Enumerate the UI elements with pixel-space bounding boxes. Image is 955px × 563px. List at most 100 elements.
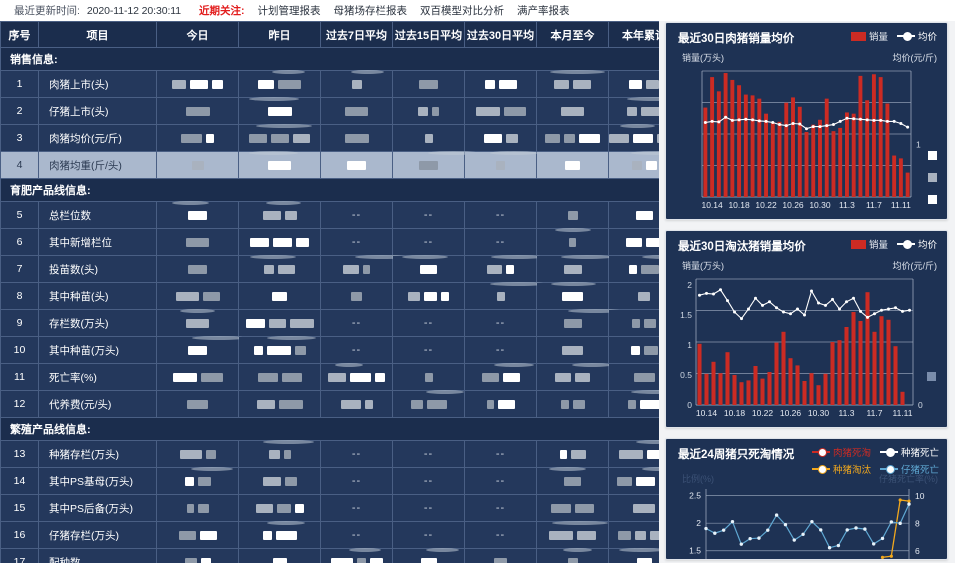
chart1-legend-item-avg-price[interactable]: 均价 — [896, 29, 937, 43]
table-cell[interactable] — [464, 97, 537, 125]
table-cell[interactable] — [156, 494, 239, 522]
table-row[interactable]: 16 仔猪存栏(万头) -- -- -- — [0, 521, 659, 549]
table-cell[interactable] — [238, 201, 321, 229]
table-cell[interactable] — [238, 124, 321, 152]
table-cell[interactable] — [464, 390, 537, 418]
table-cell[interactable] — [156, 336, 246, 364]
table-cell[interactable] — [238, 151, 321, 179]
table-cell[interactable] — [238, 336, 321, 364]
table-cell[interactable]: -- — [464, 336, 537, 364]
table-cell[interactable] — [608, 494, 659, 522]
table-cell[interactable] — [156, 255, 239, 283]
link-double-hundred-model-analysis[interactable]: 双百模型对比分析 — [419, 5, 504, 17]
table-row[interactable]: 5 总栏位数 -- -- -- — [0, 201, 659, 229]
table-cell[interactable] — [320, 97, 393, 125]
table-cell[interactable] — [156, 390, 239, 418]
table-row[interactable]: 8 其中种苗(头) — [0, 282, 659, 310]
table-cell[interactable] — [156, 228, 239, 256]
table-cell[interactable] — [156, 124, 239, 152]
chart-card-pig-sales-price-30d[interactable]: 最近30日肉猪销量均价 销量 均价 销量(万头) 均价(元/斤) 10.14 10… — [665, 22, 948, 220]
table-cell[interactable] — [608, 282, 659, 310]
col-header-index[interactable]: 序号 — [0, 21, 39, 48]
table-row[interactable]: 13 种猪存栏(万头) -- -- -- — [0, 440, 659, 468]
table-cell[interactable] — [464, 548, 537, 563]
table-cell[interactable] — [392, 548, 465, 563]
table-cell[interactable] — [156, 363, 239, 391]
chart3-legend-item-breeder-death[interactable]: 种猪死亡 — [879, 445, 939, 459]
table-cell[interactable] — [536, 282, 609, 310]
table-cell[interactable] — [320, 282, 393, 310]
table-row[interactable]: 6 其中新增栏位 -- -- -- — [0, 228, 659, 256]
table-cell[interactable] — [238, 548, 321, 563]
table-cell[interactable]: -- — [320, 336, 393, 364]
table-row[interactable]: 4 肉猪均重(斤/头) — [0, 151, 659, 179]
table-cell[interactable] — [608, 228, 659, 256]
table-cell[interactable]: -- — [320, 467, 393, 495]
chart2-legend-item-avg-price[interactable]: 均价 — [896, 237, 937, 251]
table-cell[interactable] — [608, 255, 659, 283]
table-cell[interactable]: -- — [464, 467, 537, 495]
table-cell[interactable]: -- — [464, 521, 537, 549]
table-row[interactable]: 15 其中PS后备(万头) -- -- -- — [0, 494, 659, 522]
table-cell[interactable] — [238, 467, 321, 495]
table-cell[interactable] — [536, 548, 609, 563]
table-row[interactable]: 10 其中种苗(万头) -- -- -- — [0, 336, 659, 364]
table-cell[interactable] — [608, 363, 659, 391]
table-cell[interactable] — [238, 494, 321, 522]
table-cell[interactable] — [464, 151, 538, 179]
table-cell[interactable] — [320, 363, 393, 391]
col-header-avg-15d[interactable]: 过去15日平均 — [392, 21, 465, 48]
table-cell[interactable] — [536, 390, 609, 418]
col-header-month-to-date[interactable]: 本月至今 — [536, 21, 609, 48]
table-cell[interactable] — [536, 363, 612, 391]
table-cell[interactable] — [536, 336, 609, 364]
table-cell[interactable] — [608, 70, 659, 98]
table-cell[interactable]: -- — [392, 440, 465, 468]
table-cell[interactable] — [608, 440, 659, 468]
table-cell[interactable] — [536, 97, 609, 125]
table-cell[interactable]: -- — [320, 309, 393, 337]
table-cell[interactable] — [238, 440, 321, 468]
table-cell[interactable] — [608, 309, 659, 337]
table-cell[interactable] — [156, 282, 239, 310]
table-cell[interactable] — [320, 390, 393, 418]
table-cell[interactable] — [392, 363, 465, 391]
table-cell[interactable] — [238, 521, 321, 549]
table-cell[interactable] — [464, 363, 537, 391]
table-cell[interactable]: -- — [392, 201, 465, 229]
table-cell[interactable] — [608, 467, 659, 495]
table-cell[interactable] — [156, 151, 239, 179]
table-cell[interactable] — [156, 440, 239, 468]
col-header-project[interactable]: 项目 — [38, 21, 157, 48]
link-plan-management-report[interactable]: 计划管理报表 — [257, 5, 321, 17]
table-cell[interactable]: -- — [464, 228, 537, 256]
table-cell[interactable] — [320, 70, 393, 98]
table-cell[interactable] — [536, 201, 609, 229]
table-row[interactable]: 9 存栏数(万头) -- -- -- — [0, 309, 659, 337]
table-row[interactable]: 2 仔猪上市(头) — [0, 97, 659, 125]
table-cell[interactable] — [608, 336, 659, 364]
link-full-capacity-rate-report[interactable]: 满产率报表 — [516, 5, 570, 17]
col-header-avg-30d[interactable]: 过去30日平均 — [464, 21, 537, 48]
table-cell[interactable]: -- — [464, 440, 537, 468]
table-cell[interactable] — [238, 282, 321, 310]
table-cell[interactable]: -- — [320, 228, 393, 256]
table-cell[interactable] — [156, 548, 239, 563]
col-header-yesterday[interactable]: 昨日 — [238, 21, 321, 48]
chart3-legend-item-breeder-cull[interactable]: 种猪淘汰 — [811, 462, 871, 476]
link-sow-farm-inventory-report[interactable]: 母猪场存栏报表 — [333, 5, 407, 17]
table-cell[interactable] — [238, 255, 321, 283]
table-cell[interactable] — [320, 124, 393, 152]
table-cell[interactable] — [156, 201, 239, 229]
table-cell[interactable] — [156, 521, 239, 549]
table-cell[interactable] — [156, 70, 239, 98]
table-cell[interactable] — [608, 124, 659, 152]
chart2-legend-item-sales[interactable]: 销量 — [850, 237, 888, 251]
table-cell[interactable] — [238, 97, 321, 125]
chart1-legend-item-sales[interactable]: 销量 — [850, 29, 888, 43]
table-cell[interactable] — [536, 151, 609, 179]
table-row[interactable]: 11 死亡率(%) — [0, 363, 659, 391]
table-cell[interactable] — [608, 97, 659, 125]
chart-card-cull-pig-sales-price-30d[interactable]: 最近30日淘汰猪销量均价 销量 均价 销量(万头) 均价(元/斤) 10.14 1… — [665, 230, 948, 428]
table-cell[interactable] — [392, 97, 465, 125]
